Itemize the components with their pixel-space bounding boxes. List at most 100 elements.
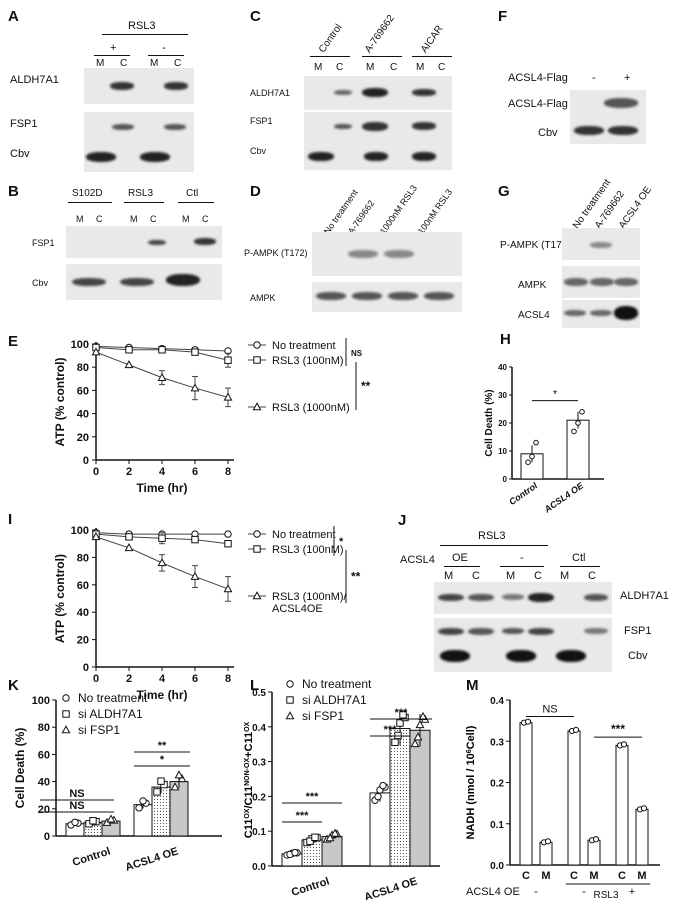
panel-b-group-rsl3: RSL3 — [128, 188, 154, 199]
panel-i-xtick-label: 2 — [126, 673, 132, 685]
panel-b-row-fsp1: FSP1 — [32, 238, 55, 248]
panel-m-xtick-label: M — [541, 870, 550, 882]
panel-i-point — [224, 530, 232, 538]
panel-e-sig-label: NS — [351, 349, 363, 358]
panel-a-row-cbv: Cbv — [10, 148, 30, 160]
panel-j-blot-aldh7a1 — [434, 582, 612, 614]
panel-k-ylabel: Cell Death (%) — [13, 728, 27, 809]
panel-k-ytick-label: 60 — [38, 749, 50, 761]
panel-k-bar — [65, 823, 85, 837]
panel-i-point — [91, 532, 101, 541]
panel-f-row-cbv: Cbv — [538, 127, 558, 139]
panel-l-sig-label: *** — [306, 791, 320, 803]
panel-h-ytick-label: 0 — [503, 475, 508, 484]
panel-a-rsl3: RSL3 — [128, 20, 156, 32]
panel-k-ytick-label: 80 — [38, 722, 50, 734]
panel-b-group-ctl: Ctl — [186, 188, 199, 199]
panel-d-lane-100nm: 100nM RSL3 — [415, 187, 455, 236]
panel-c-blot-cbv — [304, 142, 452, 170]
panel-i-legend-label: ACSL4OE — [272, 603, 323, 615]
panel-l-ytick-label: 0.3 — [252, 758, 266, 769]
panel-l-ytick-label: 0.4 — [252, 723, 266, 734]
panel-k-point — [160, 780, 168, 789]
panel-e-point — [92, 342, 100, 351]
panel-i-xlabel: Time (hr) — [136, 688, 187, 702]
panel-l-point — [381, 783, 389, 791]
panel-e-xtick-label: 0 — [93, 466, 99, 478]
panel-m-point — [572, 726, 580, 734]
panel-m-point — [616, 742, 624, 749]
panel-c-c1: C — [336, 62, 344, 73]
panel-e-ytick-label: 0 — [83, 455, 89, 467]
panel-f-label: F — [498, 8, 508, 25]
panel-c-m1: M — [314, 62, 323, 73]
panel-i-ytick-label: 60 — [77, 580, 89, 592]
panel-k-point — [142, 799, 150, 807]
panel-l-sig-label: *** — [296, 810, 310, 822]
panel-i-xtick-label: 8 — [225, 673, 231, 685]
panel-m-point — [588, 837, 596, 844]
panel-c-group-aicar: AICAR — [418, 23, 446, 55]
panel-h-point — [525, 459, 531, 466]
panel-c-group-a769662: A-769662 — [362, 13, 397, 55]
panel-k-bar — [101, 820, 121, 837]
panel-a-plus: + — [110, 42, 117, 54]
panel-m-point — [568, 727, 576, 735]
panel-m-bar — [587, 839, 601, 866]
panel-e-xlabel: Time (hr) — [136, 481, 187, 495]
panel-l-point — [379, 781, 387, 790]
panel-k-point — [153, 788, 161, 796]
panel-k-point — [89, 817, 97, 825]
panel-e-point — [191, 348, 199, 356]
panel-m-point — [544, 838, 552, 845]
panel-k-sig-label: ** — [158, 740, 167, 752]
panel-e-legend-label: RSL3 (100nM) — [272, 355, 344, 367]
panel-m-ylabel: NADH (nmol / 106Cell) — [465, 725, 477, 839]
panel-i-point — [92, 529, 100, 537]
panel-g-row-acsl4: ACSL4 — [518, 310, 550, 321]
panel-e-label: E — [8, 333, 18, 350]
panel-j-m2: M — [506, 570, 516, 582]
panel-k-bar — [83, 821, 103, 837]
panel-l-ytick-label: 0.2 — [252, 792, 266, 803]
panel-l-ylabel: C11OX/C11NON-OX+C11OX — [243, 721, 255, 838]
panel-j-label: J — [398, 512, 407, 529]
panel-l-legend-label: si FSP1 — [302, 709, 344, 723]
panel-m-point — [640, 805, 648, 812]
panel-i-legend-marker — [253, 530, 261, 538]
panel-k-point — [74, 819, 82, 827]
panel-k-bar — [151, 786, 171, 837]
panel-m-point — [592, 836, 600, 843]
panel-a-row-aldh7a1: ALDH7A1 — [10, 74, 59, 86]
panel-l-point — [374, 792, 382, 801]
panel-f-row-acsl4flag: ACSL4-Flag — [508, 98, 568, 110]
panel-c-label: C — [250, 8, 261, 25]
panel-l-point — [401, 713, 409, 722]
panel-m-bar — [519, 722, 533, 866]
panel-a-m2: M — [150, 58, 159, 69]
panel-e-point — [191, 346, 199, 354]
panel-c-c3: C — [438, 62, 446, 73]
panel-l-point — [410, 739, 420, 748]
panel-k-point — [157, 777, 165, 785]
panel-f-header: ACSL4-Flag — [508, 72, 568, 84]
panel-m-point — [520, 719, 528, 726]
panel-i-point — [92, 530, 100, 538]
panel-i-series-line — [95, 533, 229, 545]
panel-i-ytick-label: 80 — [77, 552, 89, 564]
panel-h-sig-label: * — [553, 389, 558, 401]
panel-l-point — [322, 834, 332, 843]
panel-e-legend-label: No treatment — [272, 340, 336, 352]
panel-h-label: H — [500, 331, 511, 348]
panel-e-point — [223, 392, 233, 401]
panel-e-point — [190, 383, 200, 392]
panel-l-point — [330, 828, 340, 837]
panel-g-label: G — [498, 183, 510, 200]
panel-k-ytick-label: 40 — [38, 777, 50, 789]
panel-k-bar — [133, 804, 153, 837]
panel-l-point — [308, 835, 316, 843]
panel-l-point — [396, 719, 404, 727]
panel-c-blot-aldh7a1 — [304, 76, 452, 110]
panel-a-label: A — [8, 8, 19, 25]
panel-d-row-pampk: P-AMPK (T172) — [244, 248, 308, 258]
